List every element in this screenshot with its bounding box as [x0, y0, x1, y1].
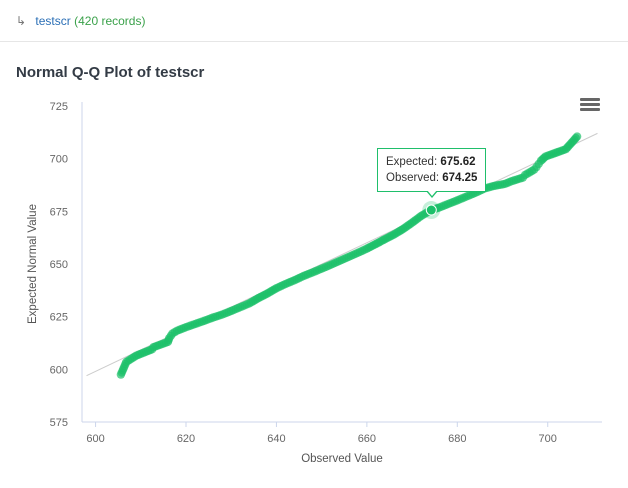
y-tick-label: 725 — [50, 101, 68, 113]
y-tick-label: 600 — [50, 364, 68, 376]
axis-labels: 600 620 640 660 680 700 575 600 625 650 675 700 725 O… — [27, 101, 557, 465]
breadcrumb: ↳ testscr (420 records) — [16, 14, 145, 28]
return-arrow-icon: ↳ — [16, 14, 27, 28]
dataset-link[interactable]: testscr — [35, 14, 71, 28]
highlighted-point[interactable] — [425, 204, 437, 216]
tooltip-expected-value: 675.62 — [440, 156, 476, 168]
x-tick-label: 600 — [86, 433, 104, 445]
hamburger-menu-icon[interactable] — [580, 98, 600, 114]
data-points — [116, 132, 582, 379]
y-axis-title: Expected Normal Value — [27, 204, 39, 324]
plot-axes — [81, 102, 602, 427]
y-tick-label: 575 — [50, 417, 68, 429]
y-tick-label: 625 — [50, 312, 68, 324]
x-tick-label: 700 — [539, 433, 557, 445]
tooltip-observed-value: 674.25 — [442, 172, 478, 184]
tooltip-expected-label: Expected: — [386, 156, 438, 168]
x-tick-label: 680 — [448, 433, 466, 445]
point-tooltip: Expected: 675.62 Observed: 674.25 — [377, 148, 487, 198]
tooltip-observed-label: Observed: — [386, 172, 440, 184]
y-tick-label: 700 — [50, 154, 68, 166]
x-tick-label: 620 — [177, 433, 195, 445]
x-axis-title: Observed Value — [301, 453, 383, 465]
y-tick-label: 675 — [50, 206, 68, 218]
data-point[interactable] — [572, 132, 582, 141]
chart-title: Normal Q-Q Plot of testscr — [16, 64, 205, 81]
y-tick-label: 650 — [50, 259, 68, 271]
record-count: (420 records) — [74, 14, 146, 28]
x-tick-label: 660 — [358, 433, 376, 445]
breadcrumb-bar: ↳ testscr (420 records) — [0, 0, 628, 42]
x-tick-label: 640 — [267, 433, 285, 445]
